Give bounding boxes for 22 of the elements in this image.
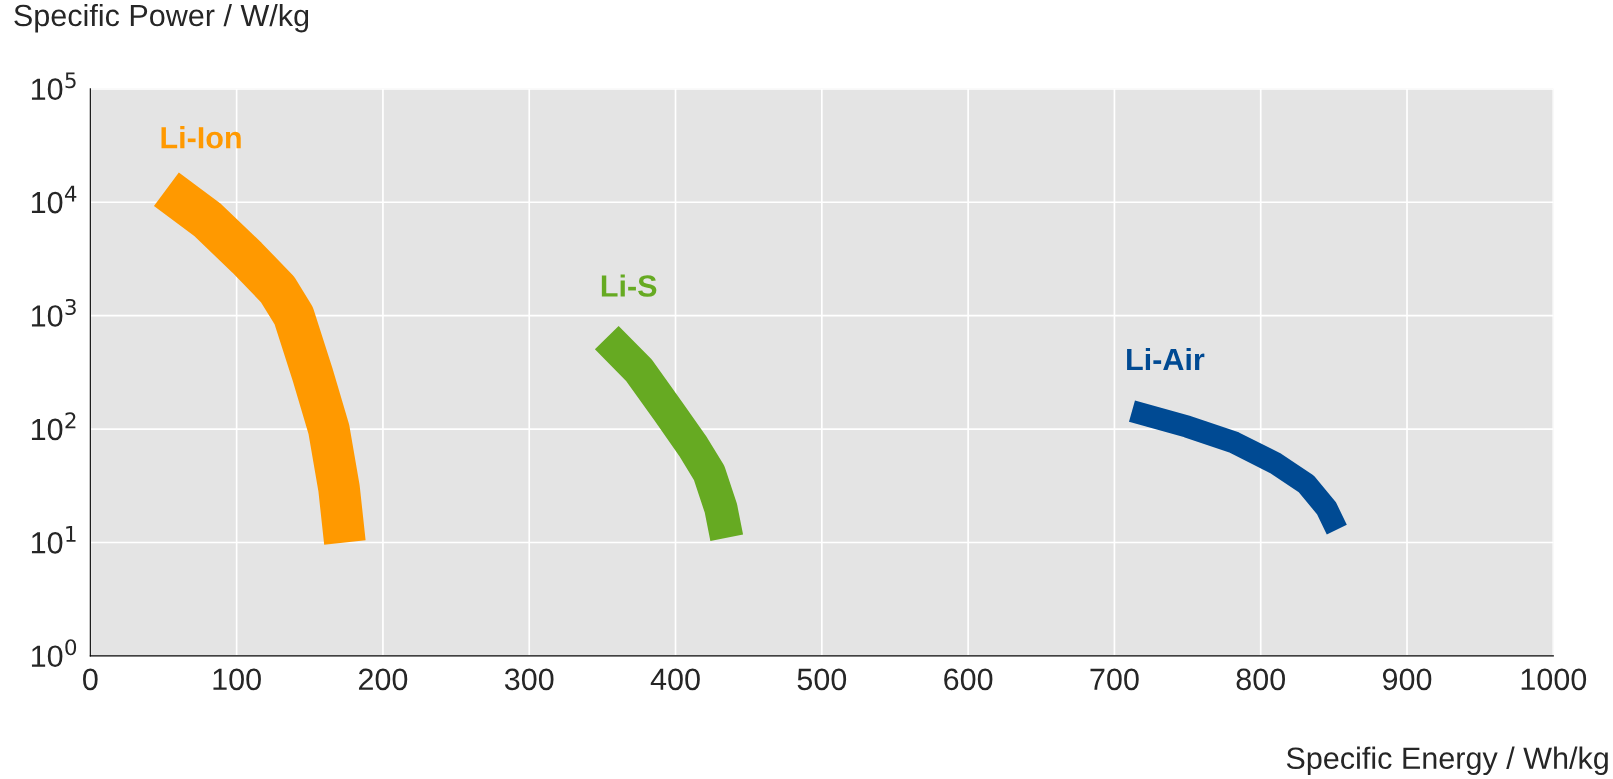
x-tick-label: 1000 bbox=[1521, 668, 1587, 691]
y-tick-label: 10$^{3}$ bbox=[31, 298, 76, 327]
x-tick-label: 200 bbox=[358, 668, 408, 691]
y-tick-label: 10$^{4}$ bbox=[31, 185, 77, 214]
x-tick-label: 300 bbox=[504, 668, 554, 691]
x-tick-label: 600 bbox=[944, 668, 993, 691]
y-tick-label: 10$^{0}$ bbox=[31, 639, 77, 668]
x-tick-label: 400 bbox=[650, 668, 700, 691]
y-tick-label: 10$^{1}$ bbox=[31, 526, 76, 554]
x-tick-label: 100 bbox=[213, 668, 261, 691]
series-label: Li-Ion bbox=[161, 126, 241, 149]
x-tick-label: 700 bbox=[1090, 668, 1139, 691]
x-tick-label: 900 bbox=[1382, 668, 1432, 691]
x-tick-label: 800 bbox=[1236, 668, 1286, 691]
y-axis-title: Specific Power / W/kg bbox=[14, 3, 309, 33]
x-tick-label: 500 bbox=[797, 668, 847, 691]
x-axis-title: Specific Energy / Wh/kg bbox=[1286, 746, 1608, 776]
series-label: Li-Air bbox=[1127, 347, 1205, 371]
series-label: Li-S bbox=[601, 274, 657, 297]
y-tick-label: 10$^{5}$ bbox=[31, 72, 76, 100]
y-tick-label: 10$^{2}$ bbox=[31, 412, 76, 441]
x-tick-label: 0 bbox=[83, 668, 98, 691]
